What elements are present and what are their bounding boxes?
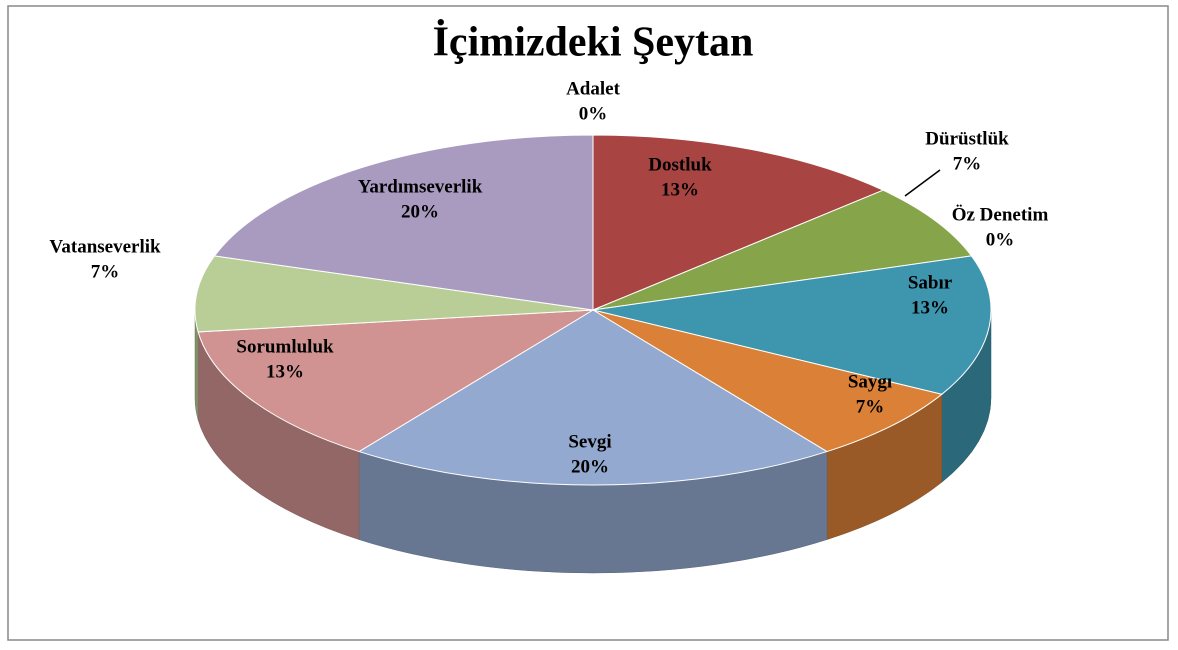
pie-labels: Adalet 0% Dostluk 13% Dürüstlük 7% Öz Denetim 0… — [49, 78, 1048, 477]
slice-label: Sorumluluk — [236, 336, 334, 357]
slice-value-label: 13% — [911, 297, 949, 318]
pie-slice — [592, 189, 973, 311]
slice-value-label: 13% — [661, 179, 699, 200]
slice-label: Öz Denetim — [952, 204, 1049, 225]
slice-value-label: 0% — [579, 103, 608, 124]
pie-slice — [592, 255, 992, 395]
slice-label: Dürüstlük — [925, 128, 1009, 149]
pie-tops — [194, 134, 992, 486]
slice-label: Sabır — [908, 272, 953, 293]
slice-value-label: 7% — [91, 261, 120, 282]
slice-value-label: 7% — [856, 396, 885, 417]
chart-title: İçimizdeki Şeytan — [433, 19, 754, 66]
pie-slice — [592, 309, 943, 453]
pie-slice — [357, 309, 829, 486]
slice-label: Sevgi — [568, 431, 611, 452]
slice-label: Adalet — [566, 78, 621, 99]
slice-label: Yardımseverlik — [358, 176, 483, 197]
leader-line — [904, 169, 941, 197]
slice-label: Saygı — [848, 371, 892, 392]
slice-value-label: 0% — [986, 229, 1015, 250]
pie-slice — [592, 134, 885, 311]
pie-slice — [213, 134, 594, 311]
slice-value-label: 20% — [571, 456, 609, 477]
slice-value-label: 20% — [401, 201, 439, 222]
slice-label: Vatanseverlik — [49, 236, 161, 257]
pie-slice — [194, 255, 594, 333]
slice-label: Dostluk — [648, 154, 712, 175]
pie-slice — [197, 309, 594, 453]
pie-sides — [194, 309, 992, 574]
slice-value-label: 7% — [953, 153, 982, 174]
slice-value-label: 13% — [266, 361, 304, 382]
